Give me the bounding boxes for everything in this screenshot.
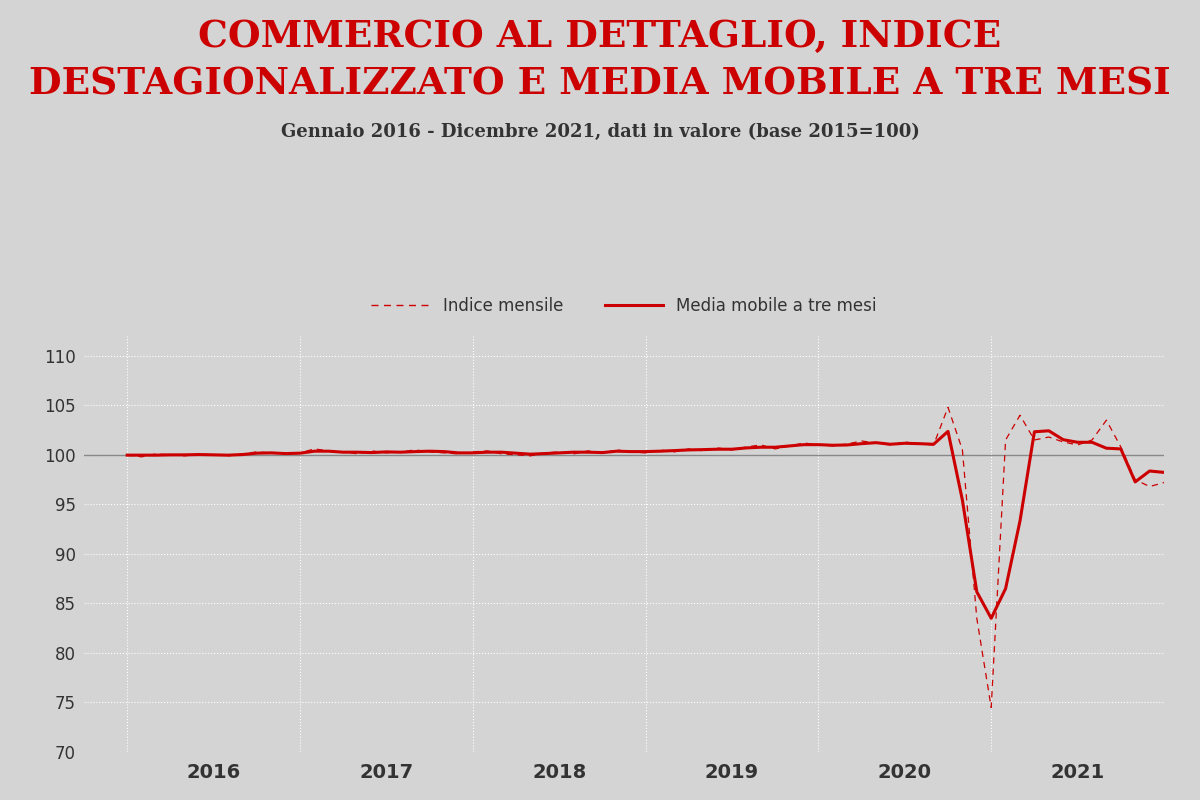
Media mobile a tre mesi — [984, 614, 998, 623]
Media mobile a tre mesi — [192, 450, 206, 459]
Media mobile a tre mesi — [1042, 426, 1056, 435]
Indice mensile — [984, 702, 998, 712]
Text: Gennaio 2016 - Dicembre 2021, dati in valore (base 2015=100): Gennaio 2016 - Dicembre 2021, dati in va… — [281, 123, 919, 141]
Line: Media mobile a tre mesi: Media mobile a tre mesi — [127, 387, 1200, 618]
Line: Indice mensile: Indice mensile — [127, 386, 1200, 707]
Indice mensile — [1042, 432, 1056, 442]
Media mobile a tre mesi — [653, 446, 667, 456]
Indice mensile — [1099, 415, 1114, 425]
Indice mensile — [134, 452, 149, 462]
Text: DESTAGIONALIZZATO E MEDIA MOBILE A TRE MESI: DESTAGIONALIZZATO E MEDIA MOBILE A TRE M… — [29, 66, 1171, 102]
Media mobile a tre mesi — [710, 445, 725, 454]
Legend: Indice mensile, Media mobile a tre mesi: Indice mensile, Media mobile a tre mesi — [365, 290, 883, 322]
Media mobile a tre mesi — [120, 450, 134, 460]
Media mobile a tre mesi — [134, 450, 149, 460]
Indice mensile — [120, 450, 134, 460]
Indice mensile — [653, 445, 667, 454]
Indice mensile — [710, 443, 725, 453]
Indice mensile — [192, 449, 206, 458]
Text: COMMERCIO AL DETTAGLIO, INDICE: COMMERCIO AL DETTAGLIO, INDICE — [198, 18, 1002, 54]
Media mobile a tre mesi — [1099, 443, 1114, 453]
